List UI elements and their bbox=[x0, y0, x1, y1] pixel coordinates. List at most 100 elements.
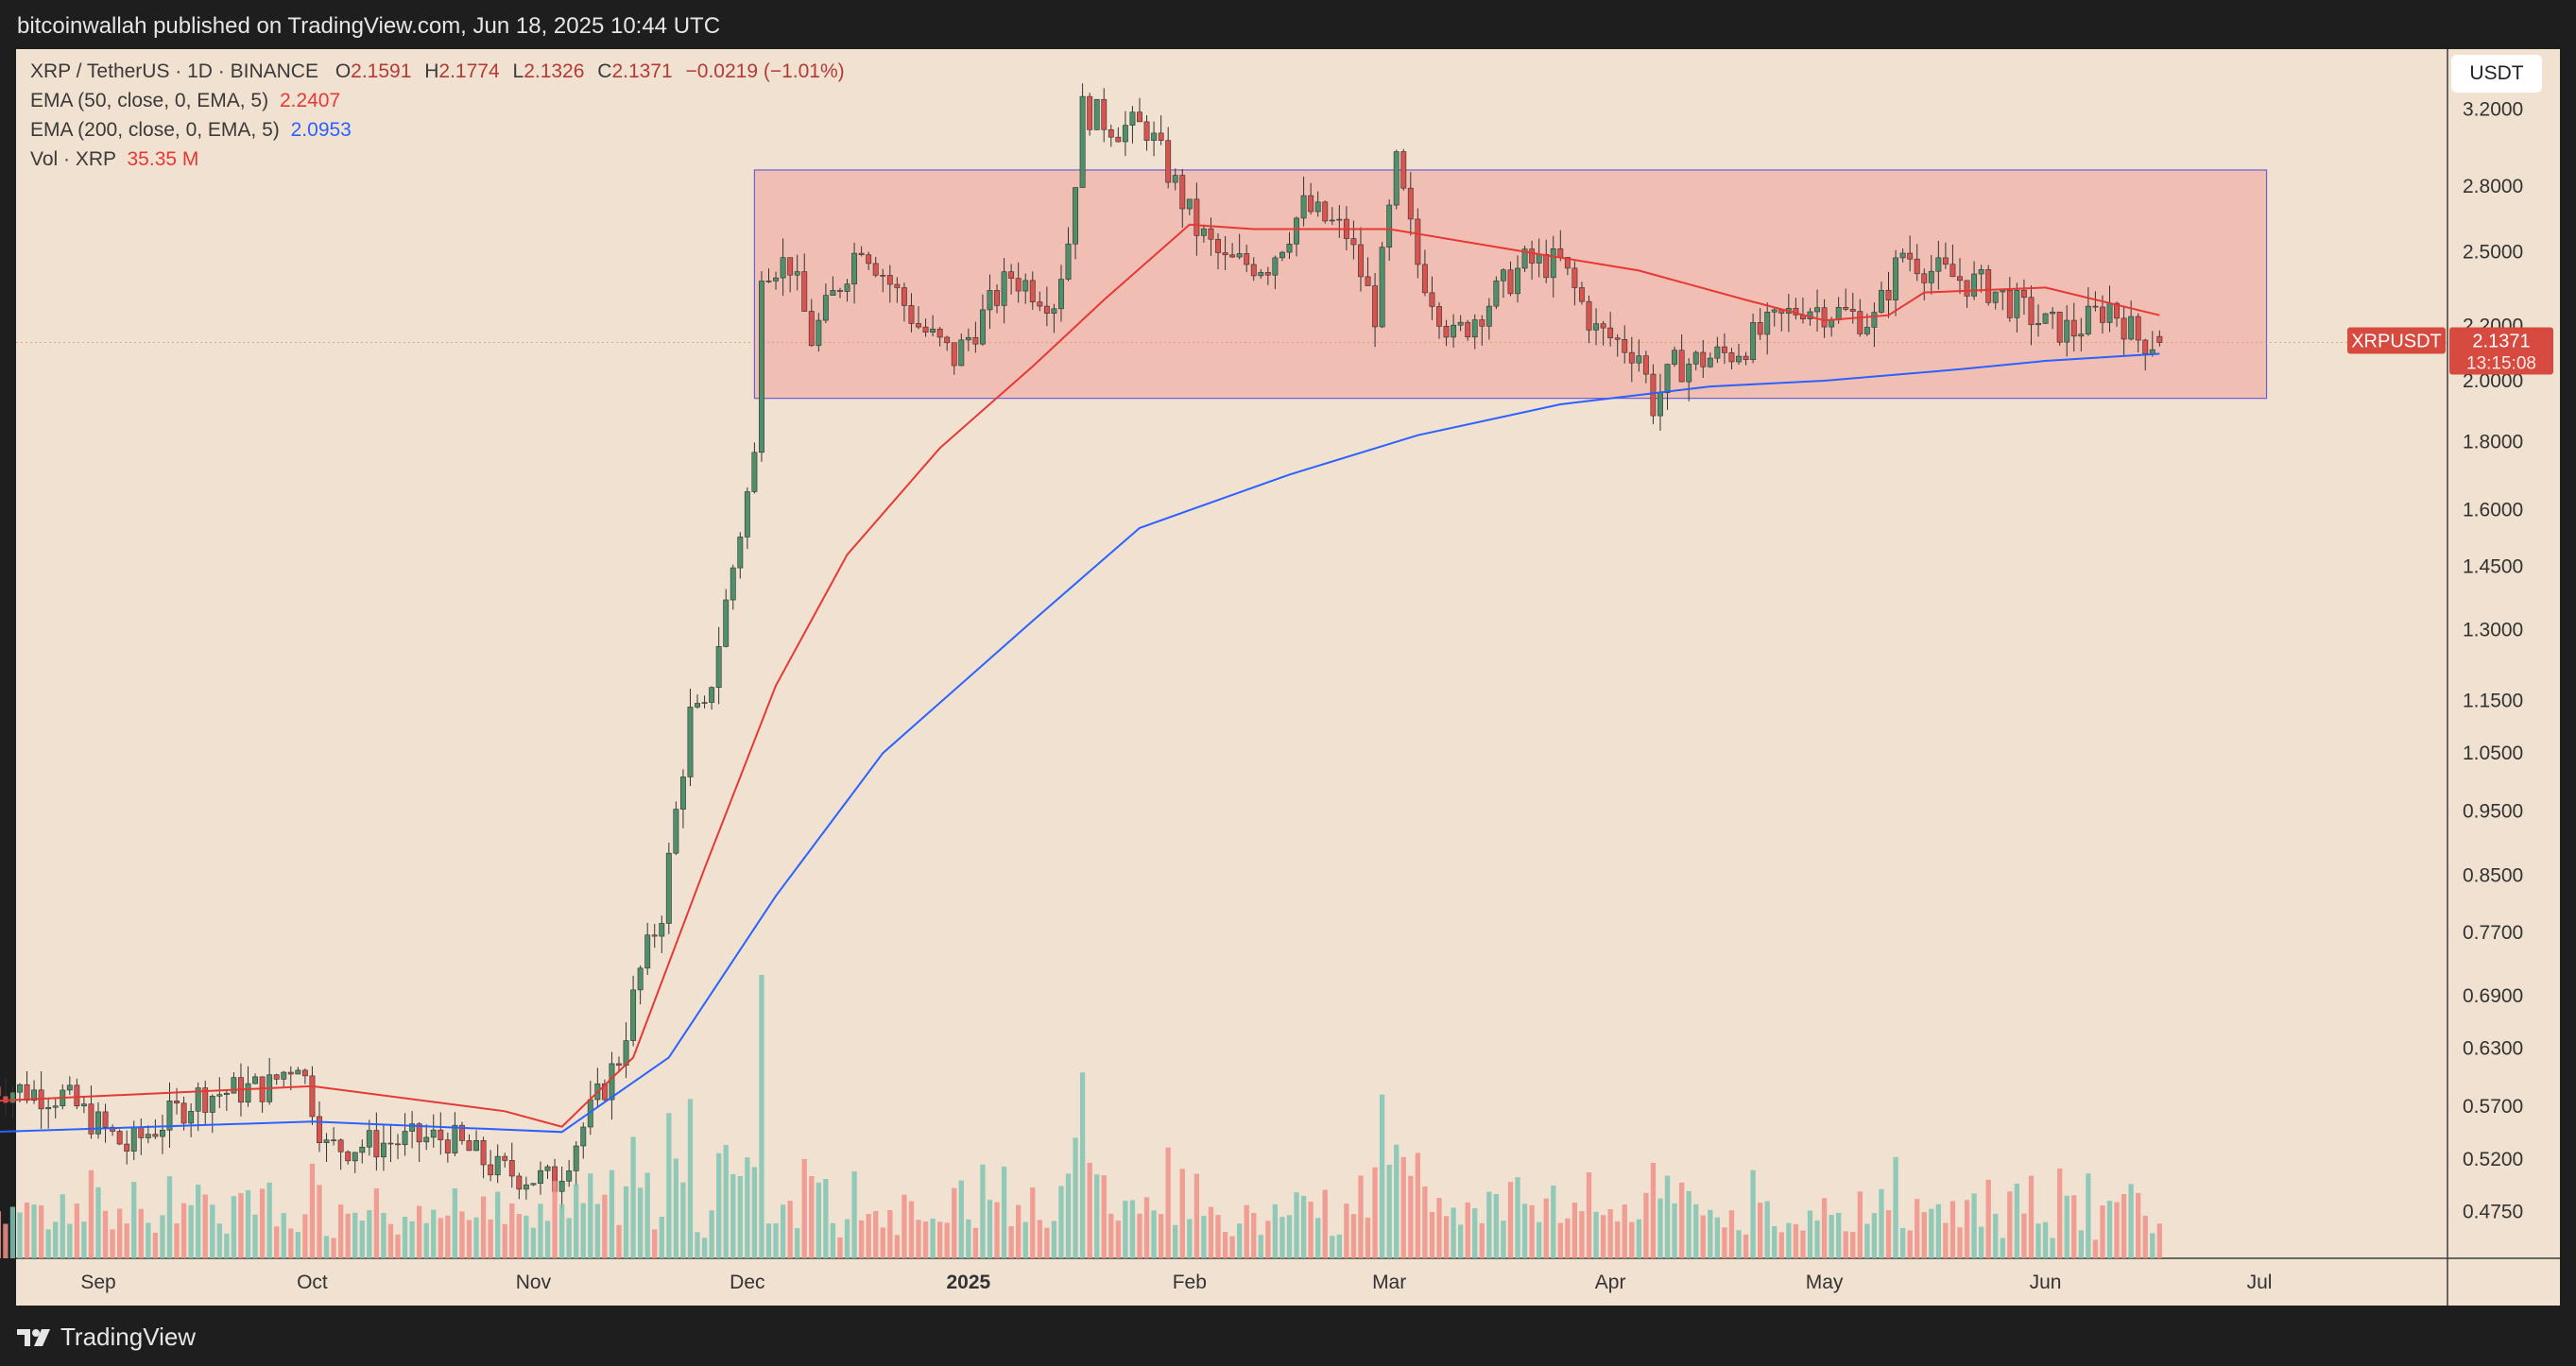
legend-volume[interactable]: Vol · XRP 35.35 M bbox=[30, 148, 198, 171]
candle-down bbox=[301, 1069, 308, 1077]
candle-up bbox=[231, 1077, 237, 1094]
candle-up bbox=[281, 1071, 287, 1080]
candle-up bbox=[1829, 319, 1835, 328]
candle-up bbox=[1935, 257, 1942, 272]
volume-bar bbox=[202, 1194, 208, 1258]
volume-bar bbox=[937, 1221, 943, 1258]
candle-up bbox=[609, 1063, 615, 1101]
legend-ema200[interactable]: EMA (200, close, 0, EMA, 5) 2.0953 bbox=[30, 119, 352, 142]
volume-bar bbox=[1394, 1144, 1400, 1258]
candle-down bbox=[373, 1130, 380, 1158]
candle-up bbox=[730, 567, 736, 601]
ema50-line bbox=[0, 223, 2160, 1128]
volume-bar bbox=[2086, 1173, 2091, 1258]
volume-bar bbox=[809, 1176, 815, 1258]
volume-bar bbox=[1222, 1231, 1228, 1258]
tradingview-brand: TradingView bbox=[60, 1323, 197, 1351]
candle-up bbox=[744, 491, 750, 538]
candle-up bbox=[80, 1103, 87, 1107]
volume-bar bbox=[1451, 1207, 1456, 1258]
volume-bar bbox=[266, 1182, 272, 1258]
candle-up bbox=[352, 1152, 358, 1162]
candle-down bbox=[516, 1175, 523, 1190]
volume-bar bbox=[701, 1238, 708, 1258]
candle-down bbox=[1250, 264, 1257, 277]
time-tick-label: Jun bbox=[2030, 1272, 2062, 1293]
volume-bar bbox=[1108, 1213, 1114, 1258]
volume-bar bbox=[1016, 1204, 1022, 1258]
volume-bar bbox=[994, 1202, 1000, 1258]
volume-bar bbox=[1793, 1223, 1799, 1258]
volume-bar bbox=[188, 1204, 194, 1258]
volume-bar bbox=[1237, 1223, 1243, 1258]
candle-up bbox=[1485, 305, 1492, 327]
candle-up bbox=[1750, 322, 1757, 361]
volume-bar bbox=[858, 1220, 865, 1258]
volume-bar bbox=[709, 1210, 714, 1258]
candle-down bbox=[138, 1127, 145, 1138]
volume-bar bbox=[480, 1196, 487, 1258]
volume-bar bbox=[737, 1175, 743, 1258]
candle-up bbox=[1279, 251, 1285, 259]
candle-up bbox=[2014, 289, 2020, 318]
volume-bar bbox=[102, 1210, 109, 1258]
volume-bar bbox=[1529, 1204, 1535, 1258]
legend-volume-label: Vol · XRP bbox=[30, 148, 116, 170]
volume-bar bbox=[616, 1224, 622, 1258]
tradingview-logo-icon bbox=[17, 1328, 50, 1346]
candle-down bbox=[2142, 339, 2149, 354]
candle-up bbox=[1172, 175, 1178, 183]
volume-bar bbox=[166, 1176, 173, 1258]
candle-up bbox=[1893, 257, 1899, 300]
candle-up bbox=[644, 934, 651, 969]
candle-up bbox=[359, 1146, 366, 1153]
volume-bar bbox=[1101, 1175, 1107, 1258]
candle-up bbox=[216, 1094, 223, 1097]
volume-bar bbox=[972, 1227, 979, 1258]
candle-down bbox=[1650, 373, 1657, 417]
volume-bar bbox=[1279, 1217, 1285, 1258]
volume-bar bbox=[1971, 1193, 1977, 1258]
volume-bar bbox=[1722, 1227, 1727, 1258]
candle-down bbox=[1543, 253, 1550, 279]
volume-bar bbox=[1129, 1200, 1136, 1258]
volume-bar bbox=[1415, 1153, 1420, 1258]
volume-bar bbox=[423, 1222, 429, 1258]
volume-bar bbox=[295, 1231, 301, 1258]
candle-up bbox=[1336, 218, 1343, 221]
volume-bar bbox=[1094, 1174, 1100, 1258]
volume-bar bbox=[9, 1206, 16, 1258]
candle-down bbox=[116, 1131, 123, 1145]
time-tick-label: Feb bbox=[1173, 1272, 1207, 1293]
candle-down bbox=[1642, 355, 1649, 375]
candle-up bbox=[17, 1084, 23, 1093]
candle-up bbox=[1814, 307, 1820, 313]
volume-bar bbox=[1929, 1208, 1934, 1258]
candle-up bbox=[822, 295, 829, 321]
volume-bar bbox=[1786, 1222, 1792, 1258]
candle-up bbox=[473, 1139, 479, 1152]
candle-up bbox=[580, 1126, 587, 1147]
candle-up bbox=[1314, 201, 1321, 213]
price-tag-countdown: 13:15:08 bbox=[2466, 353, 2536, 373]
candle-up bbox=[130, 1127, 137, 1152]
volume-bar bbox=[2114, 1202, 2120, 1258]
tradingview-logo[interactable]: TradingView bbox=[17, 1323, 196, 1352]
candle-down bbox=[1921, 273, 1928, 283]
volume-bar bbox=[2021, 1213, 2027, 1258]
volume-bar bbox=[352, 1212, 358, 1258]
candle-down bbox=[24, 1084, 30, 1101]
time-tick-label: Nov bbox=[516, 1272, 552, 1293]
candle-down bbox=[124, 1143, 130, 1152]
currency-button[interactable]: USDT bbox=[2451, 55, 2542, 93]
candle-down bbox=[1372, 285, 1379, 328]
candle-down bbox=[1037, 301, 1043, 307]
candle-down bbox=[951, 342, 957, 367]
candle-up bbox=[323, 1139, 330, 1143]
volume-bar bbox=[1143, 1197, 1150, 1258]
volume-bar bbox=[2050, 1238, 2055, 1258]
legend-ema50[interactable]: EMA (50, close, 0, EMA, 5) 2.2407 bbox=[30, 90, 340, 112]
volume-bar bbox=[1521, 1204, 1528, 1258]
candle-down bbox=[1415, 218, 1421, 265]
